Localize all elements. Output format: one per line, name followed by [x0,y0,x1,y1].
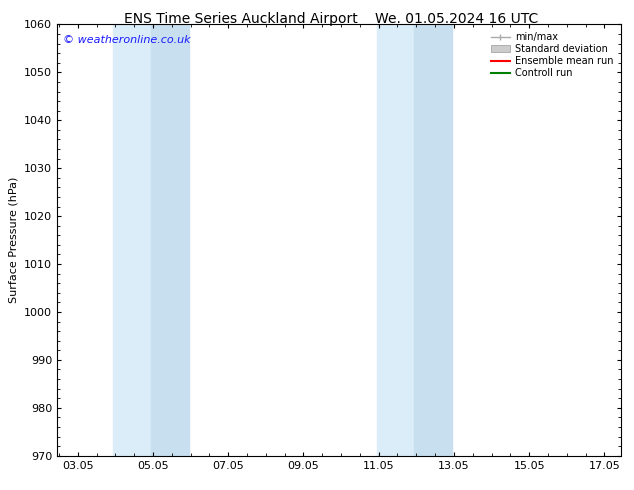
Bar [377,24,415,456]
Bar [113,24,151,456]
Text: ENS Time Series Auckland Airport: ENS Time Series Auckland Airport [124,12,358,26]
Bar [415,24,452,456]
Y-axis label: Surface Pressure (hPa): Surface Pressure (hPa) [8,177,18,303]
Text: We. 01.05.2024 16 UTC: We. 01.05.2024 16 UTC [375,12,538,26]
Legend: min/max, Standard deviation, Ensemble mean run, Controll run: min/max, Standard deviation, Ensemble me… [488,29,616,81]
Text: © weatheronline.co.uk: © weatheronline.co.uk [63,35,190,45]
Bar [151,24,189,456]
